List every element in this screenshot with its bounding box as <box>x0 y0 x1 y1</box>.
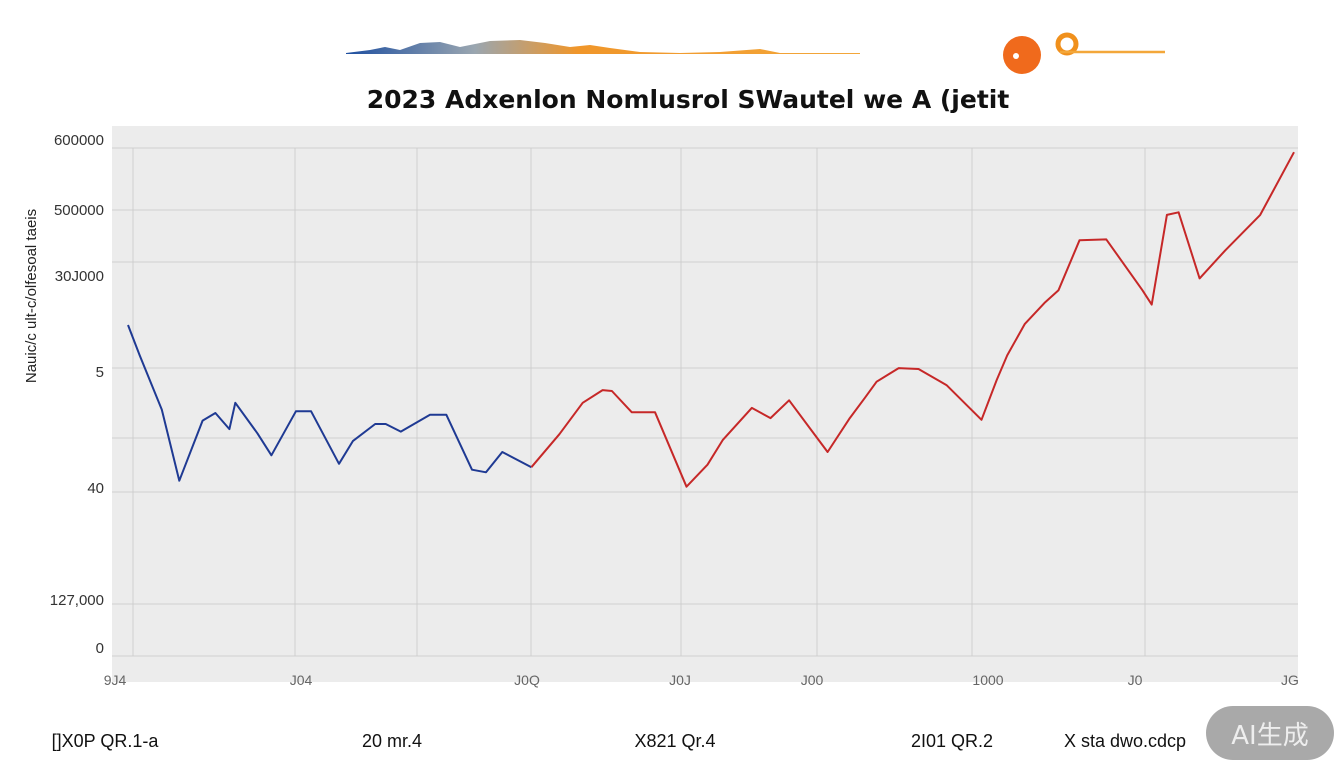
y-tick-label: 127,000 <box>50 592 104 609</box>
chart-title: 2023 Adxenlon Nomlusrol SWautel we A (je… <box>367 85 1010 114</box>
x-tick-label: 1000 <box>972 672 1003 688</box>
header-decoration <box>346 32 1165 74</box>
series-line-blue <box>127 324 532 482</box>
period-label: 20 mr.4 <box>362 731 422 751</box>
series-lines <box>127 151 1295 488</box>
x-tick-label: JG <box>1281 672 1299 688</box>
x-tick-label: J00 <box>801 672 824 688</box>
period-label: []X0P QR.1-a <box>52 731 160 751</box>
mountain-logo <box>346 40 860 54</box>
period-label: 2I01 QR.2 <box>911 731 993 751</box>
x-tick-label: J0J <box>669 672 691 688</box>
x-tick-label: J0Q <box>514 672 540 688</box>
y-axis-label: Nauic/c ult-c/olfesoal taeis <box>23 209 40 383</box>
y-axis: 600000 500000 30J000 5 40 127,000 0 <box>50 132 104 657</box>
ring-icon <box>1055 32 1079 56</box>
x-tick-label: 9J4 <box>104 672 127 688</box>
orange-blob-dot <box>1013 53 1019 59</box>
orange-blob-icon <box>1003 36 1041 74</box>
ai-watermark: AI生成 <box>1206 706 1334 760</box>
y-tick-label: 5 <box>96 364 104 381</box>
series-line-red <box>530 151 1295 488</box>
x-axis: 9J4 J04 J0Q J0J J00 1000 J0 JG <box>104 672 1299 688</box>
y-tick-label: 40 <box>87 480 104 497</box>
y-tick-label: 500000 <box>54 202 104 219</box>
x-tick-label: J0 <box>1128 672 1143 688</box>
bottom-labels: []X0P QR.1-a 20 mr.4 X821 Qr.4 2I01 QR.2 X s… <box>52 731 1186 751</box>
grid <box>112 147 1298 657</box>
y-tick-label: 0 <box>96 640 104 657</box>
period-label: X sta dwo.cdcp <box>1064 731 1186 751</box>
y-tick-label: 30J000 <box>55 268 104 285</box>
period-label: X821 Qr.4 <box>634 731 715 751</box>
y-tick-label: 600000 <box>54 132 104 149</box>
x-tick-label: J04 <box>290 672 313 688</box>
plot-area <box>112 126 1298 682</box>
